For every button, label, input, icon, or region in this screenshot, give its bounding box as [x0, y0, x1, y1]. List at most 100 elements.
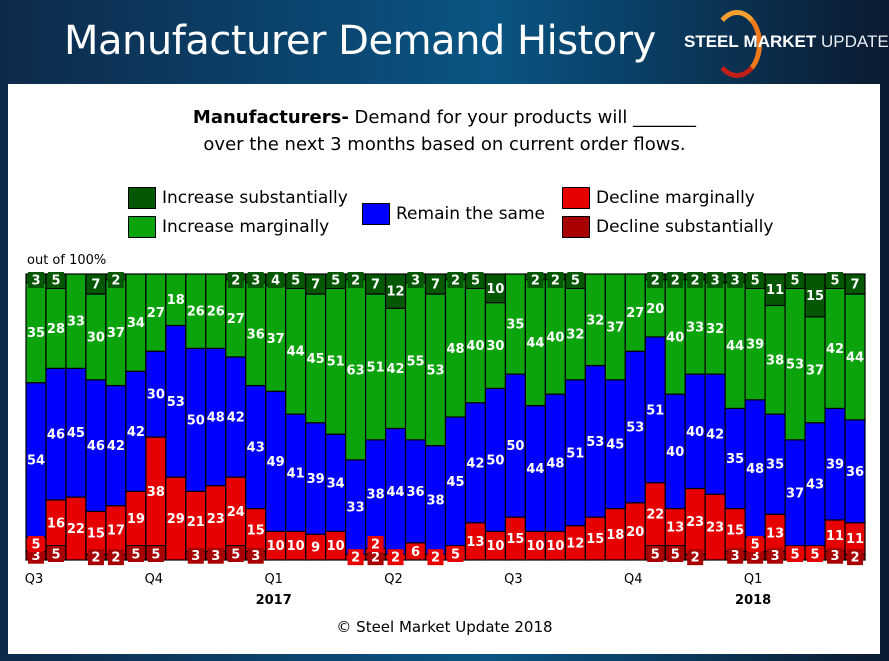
data-label-decline-marginally: 23 [686, 515, 704, 530]
small-value-badge [827, 272, 844, 288]
copyright: © Steel Market Update 2018 [336, 618, 553, 636]
data-label-decline-marginally: 13 [766, 526, 784, 541]
logo-swoosh-icon [712, 10, 762, 78]
data-label-increase-substantially: 2 [531, 274, 540, 289]
data-label-decline-marginally: 10 [327, 539, 345, 554]
data-label-remain-the-same: 39 [826, 458, 844, 473]
logo-text: MARKET [743, 32, 817, 51]
data-label-decline-substantially: 5 [131, 548, 140, 563]
logo-text: UPDATE [820, 32, 889, 51]
legend-swatch [128, 187, 156, 209]
data-label-remain-the-same: 53 [586, 435, 604, 450]
legend-swatch [562, 216, 590, 238]
data-label-decline-substantially: 5 [651, 548, 660, 563]
data-label-increase-substantially: 2 [651, 274, 660, 289]
data-label-increase-substantially: 15 [806, 289, 824, 304]
data-label-decline-marginally: 15 [87, 526, 105, 541]
small-value-badge [347, 549, 364, 566]
data-label-remain-the-same: 53 [626, 421, 644, 436]
data-label-remain-the-same: 42 [706, 428, 724, 443]
small-value-badge [227, 272, 244, 288]
data-label-increase-substantially: 2 [671, 274, 680, 289]
data-label-decline-marginally: 15 [726, 523, 744, 538]
data-label-increase-marginally: 26 [207, 305, 225, 320]
data-label-increase-substantially: 11 [766, 283, 784, 298]
data-label-remain-the-same: 45 [67, 426, 85, 441]
small-value-badge [47, 272, 64, 288]
small-value-badge [807, 546, 824, 562]
data-label-increase-marginally: 20 [646, 302, 664, 317]
data-label-decline-marginally: 2 [431, 551, 440, 566]
data-label-increase-marginally: 45 [307, 352, 325, 367]
data-label-increase-substantially: 2 [111, 274, 120, 289]
data-label-remain-the-same: 36 [846, 465, 864, 480]
data-label-increase-marginally: 30 [87, 330, 105, 345]
data-label-increase-marginally: 48 [446, 342, 464, 357]
data-label-decline-marginally: 23 [706, 521, 724, 536]
data-label-increase-substantially: 7 [431, 278, 440, 293]
data-label-remain-the-same: 46 [87, 439, 105, 454]
data-label-increase-marginally: 36 [247, 328, 265, 343]
data-label-decline-marginally: 22 [67, 522, 85, 537]
small-value-badge [647, 546, 664, 562]
data-label-decline-marginally: 2 [371, 538, 380, 553]
small-value-badge [747, 272, 764, 288]
data-label-decline-marginally: 24 [227, 505, 245, 520]
data-label-increase-marginally: 38 [766, 353, 784, 368]
data-label-decline-marginally: 13 [466, 535, 484, 550]
data-label-decline-substantially: 2 [850, 551, 859, 566]
data-label-increase-substantially: 2 [451, 274, 460, 289]
data-label-increase-marginally: 37 [806, 363, 824, 378]
data-label-decline-marginally: 21 [187, 515, 205, 530]
data-label-increase-substantially: 2 [351, 274, 360, 289]
data-label-increase-substantially: 5 [571, 274, 580, 289]
bar-segment-increase-substantially [844, 273, 866, 295]
small-value-badge [367, 536, 384, 552]
data-label-decline-substantially: 2 [111, 551, 120, 566]
x-year-label: 2017 [256, 593, 292, 608]
data-label-increase-substantially: 7 [311, 278, 320, 293]
data-label-decline-marginally: 11 [826, 529, 844, 544]
data-label-decline-marginally: 17 [107, 523, 125, 538]
chart-title: Manufacturers- Demand for your products … [0, 104, 889, 158]
small-value-badge [207, 547, 224, 564]
data-label-increase-substantially: 4 [271, 274, 280, 289]
data-label-increase-marginally: 39 [746, 338, 764, 353]
x-tick-label: Q3 [504, 572, 523, 587]
data-label-decline-substantially: 3 [31, 549, 40, 564]
data-label-remain-the-same: 50 [486, 453, 504, 468]
data-label-decline-marginally: 2 [391, 551, 400, 566]
small-value-badge [687, 272, 704, 288]
data-label-decline-marginally: 10 [287, 539, 305, 554]
data-label-increase-substantially: 5 [331, 274, 340, 289]
legend-increase-substantially: Increase substantially [128, 187, 348, 209]
data-label-remain-the-same: 42 [127, 425, 145, 440]
x-tick-label: Q2 [384, 572, 403, 587]
data-label-remain-the-same: 48 [546, 456, 564, 471]
data-label-remain-the-same: 42 [466, 456, 484, 471]
small-value-badge [847, 549, 864, 566]
data-label-remain-the-same: 43 [247, 441, 265, 456]
data-label-remain-the-same: 50 [187, 413, 205, 428]
small-value-badge [547, 272, 564, 288]
data-label-increase-marginally: 37 [606, 320, 624, 335]
data-label-increase-substantially: 5 [791, 274, 800, 289]
legend-decline-marginally: Decline marginally [562, 187, 755, 209]
small-value-badge [247, 272, 264, 288]
small-value-badge [667, 546, 684, 562]
data-label-increase-substantially: 7 [91, 278, 100, 293]
small-value-badge [27, 536, 44, 552]
data-label-increase-marginally: 27 [626, 306, 644, 321]
small-value-badge [227, 546, 244, 562]
data-label-decline-substantially: 3 [251, 549, 260, 564]
small-value-badge [267, 272, 284, 288]
data-label-increase-marginally: 37 [107, 326, 125, 341]
small-value-badge [347, 272, 364, 288]
data-label-remain-the-same: 42 [107, 439, 125, 454]
data-label-increase-marginally: 35 [27, 326, 45, 341]
data-label-increase-marginally: 34 [127, 316, 145, 331]
small-value-badge [367, 549, 384, 566]
data-label-remain-the-same: 40 [666, 445, 684, 460]
data-label-increase-marginally: 44 [726, 339, 744, 354]
